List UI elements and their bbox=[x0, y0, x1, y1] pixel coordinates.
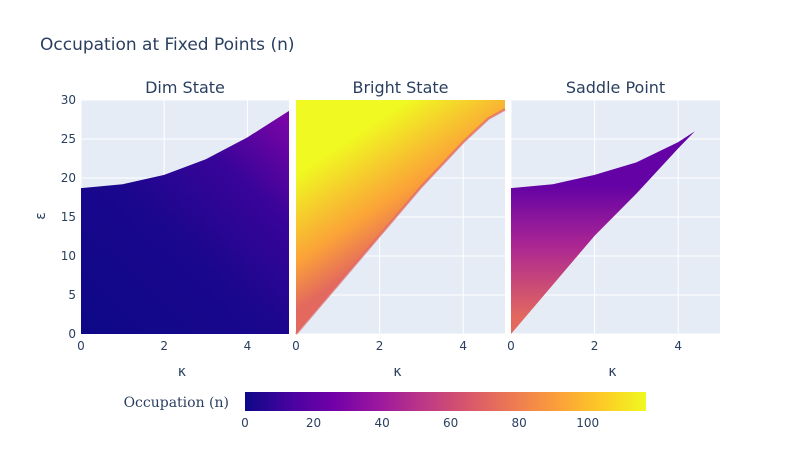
y-tick-label: 0 bbox=[68, 327, 76, 341]
heatmap-region bbox=[81, 110, 289, 335]
y-tick-label: 15 bbox=[61, 210, 76, 224]
colorbar-title: Occupation (n) bbox=[124, 395, 229, 411]
y-tick-label: 10 bbox=[61, 249, 76, 263]
heatmap-region bbox=[511, 131, 695, 334]
colorbar-tick-label: 60 bbox=[443, 416, 458, 430]
panel-saddle-point: Saddle Point 0 2 4 κ bbox=[507, 78, 720, 380]
x-tick-label: 0 bbox=[292, 339, 300, 353]
colorbar-tick-label: 100 bbox=[576, 416, 599, 430]
y-ticks: 0 5 10 15 20 25 30 bbox=[61, 93, 76, 341]
panel-title: Saddle Point bbox=[566, 78, 665, 97]
colorbar-tick-label: 80 bbox=[512, 416, 527, 430]
x-axis-label: κ bbox=[393, 364, 401, 380]
y-tick-label: 20 bbox=[61, 171, 76, 185]
x-axis-label: κ bbox=[178, 364, 186, 380]
y-axis-label: ε bbox=[33, 212, 49, 220]
x-tick-label: 2 bbox=[591, 339, 599, 353]
x-tick-label: 4 bbox=[674, 339, 682, 353]
colorbar-bar bbox=[245, 392, 646, 411]
x-tick-label: 2 bbox=[376, 339, 384, 353]
colorbar-tick-label: 40 bbox=[374, 416, 389, 430]
chart-title: Occupation at Fixed Points (n) bbox=[40, 35, 294, 55]
x-tick-label: 4 bbox=[244, 339, 252, 353]
panel-bright-state: Bright State 0 2 4 κ bbox=[292, 78, 506, 380]
x-tick-label: 0 bbox=[77, 339, 85, 353]
y-tick-label: 30 bbox=[61, 93, 76, 107]
x-axis-label: κ bbox=[608, 364, 616, 380]
colorbar: Occupation (n) 0 20 40 60 80 100 bbox=[124, 392, 646, 430]
region-edge bbox=[295, 108, 506, 335]
y-tick-label: 5 bbox=[68, 288, 76, 302]
x-tick-label: 4 bbox=[459, 339, 467, 353]
y-tick-label: 25 bbox=[61, 132, 76, 146]
x-tick-label: 0 bbox=[507, 339, 515, 353]
colorbar-tick-label: 20 bbox=[306, 416, 321, 430]
panel-title: Bright State bbox=[352, 78, 448, 97]
x-tick-label: 2 bbox=[160, 339, 168, 353]
panel-dim-state: Dim State 0 2 4 κ bbox=[77, 78, 289, 380]
colorbar-tick-label: 0 bbox=[241, 416, 249, 430]
panel-title: Dim State bbox=[145, 78, 225, 97]
heatmap-region bbox=[296, 100, 505, 334]
